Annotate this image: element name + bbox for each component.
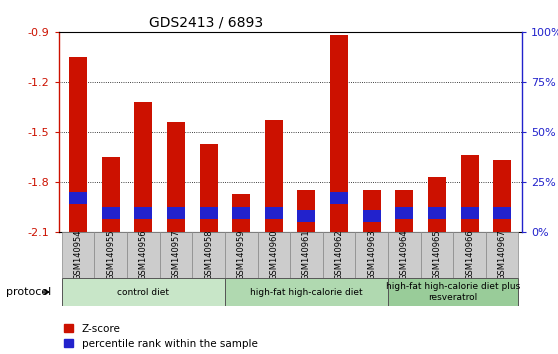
Bar bbox=[388, 278, 518, 306]
Text: high-fat high-calorie diet: high-fat high-calorie diet bbox=[250, 287, 363, 297]
Bar bbox=[102, 207, 120, 218]
Bar bbox=[265, 207, 283, 218]
Bar bbox=[428, 177, 446, 232]
Bar bbox=[330, 35, 348, 232]
Bar bbox=[396, 207, 413, 218]
Bar bbox=[460, 207, 479, 218]
Text: GSM140963: GSM140963 bbox=[367, 229, 376, 280]
Text: GSM140965: GSM140965 bbox=[432, 229, 441, 280]
Bar bbox=[493, 207, 511, 218]
Bar bbox=[297, 210, 315, 222]
Bar bbox=[355, 232, 388, 278]
Text: GSM140959: GSM140959 bbox=[237, 230, 246, 280]
Bar bbox=[167, 122, 185, 232]
Bar bbox=[69, 57, 87, 232]
Text: protocol: protocol bbox=[6, 287, 51, 297]
Bar bbox=[160, 232, 193, 278]
Bar bbox=[193, 232, 225, 278]
Bar bbox=[330, 192, 348, 204]
Bar bbox=[225, 278, 388, 306]
Bar bbox=[102, 157, 120, 232]
Bar bbox=[62, 232, 94, 278]
Bar bbox=[134, 102, 152, 232]
Bar bbox=[421, 232, 453, 278]
Bar bbox=[493, 160, 511, 232]
Text: GSM140958: GSM140958 bbox=[204, 229, 213, 280]
Bar bbox=[363, 190, 381, 232]
Text: GSM140967: GSM140967 bbox=[498, 229, 507, 280]
Bar bbox=[486, 232, 518, 278]
Bar bbox=[453, 232, 486, 278]
Bar bbox=[167, 207, 185, 218]
Text: GSM140956: GSM140956 bbox=[139, 229, 148, 280]
Bar bbox=[62, 278, 225, 306]
Bar bbox=[396, 190, 413, 232]
Text: GSM140955: GSM140955 bbox=[106, 230, 116, 280]
Bar bbox=[200, 143, 218, 232]
Bar bbox=[200, 207, 218, 218]
Bar bbox=[460, 155, 479, 232]
Bar bbox=[134, 207, 152, 218]
Text: GSM140957: GSM140957 bbox=[171, 229, 180, 280]
Bar bbox=[388, 232, 421, 278]
Text: GSM140962: GSM140962 bbox=[335, 229, 344, 280]
Bar bbox=[258, 232, 290, 278]
Bar bbox=[265, 120, 283, 232]
Bar bbox=[428, 207, 446, 218]
Bar bbox=[297, 190, 315, 232]
Text: high-fat high-calorie diet plus
resveratrol: high-fat high-calorie diet plus resverat… bbox=[386, 282, 521, 302]
Text: control diet: control diet bbox=[117, 287, 170, 297]
Text: GSM140961: GSM140961 bbox=[302, 229, 311, 280]
Text: GSM140954: GSM140954 bbox=[74, 230, 83, 280]
Bar bbox=[94, 232, 127, 278]
Text: GSM140960: GSM140960 bbox=[270, 229, 278, 280]
Bar bbox=[69, 192, 87, 204]
Bar bbox=[232, 194, 250, 232]
Text: GDS2413 / 6893: GDS2413 / 6893 bbox=[150, 16, 263, 30]
Text: GSM140966: GSM140966 bbox=[465, 229, 474, 280]
Bar bbox=[290, 232, 323, 278]
Bar bbox=[225, 232, 258, 278]
Legend: Z-score, percentile rank within the sample: Z-score, percentile rank within the samp… bbox=[64, 324, 257, 349]
Bar bbox=[232, 207, 250, 218]
Bar bbox=[127, 232, 160, 278]
Text: GSM140964: GSM140964 bbox=[400, 229, 409, 280]
Bar bbox=[363, 210, 381, 222]
Bar bbox=[323, 232, 355, 278]
